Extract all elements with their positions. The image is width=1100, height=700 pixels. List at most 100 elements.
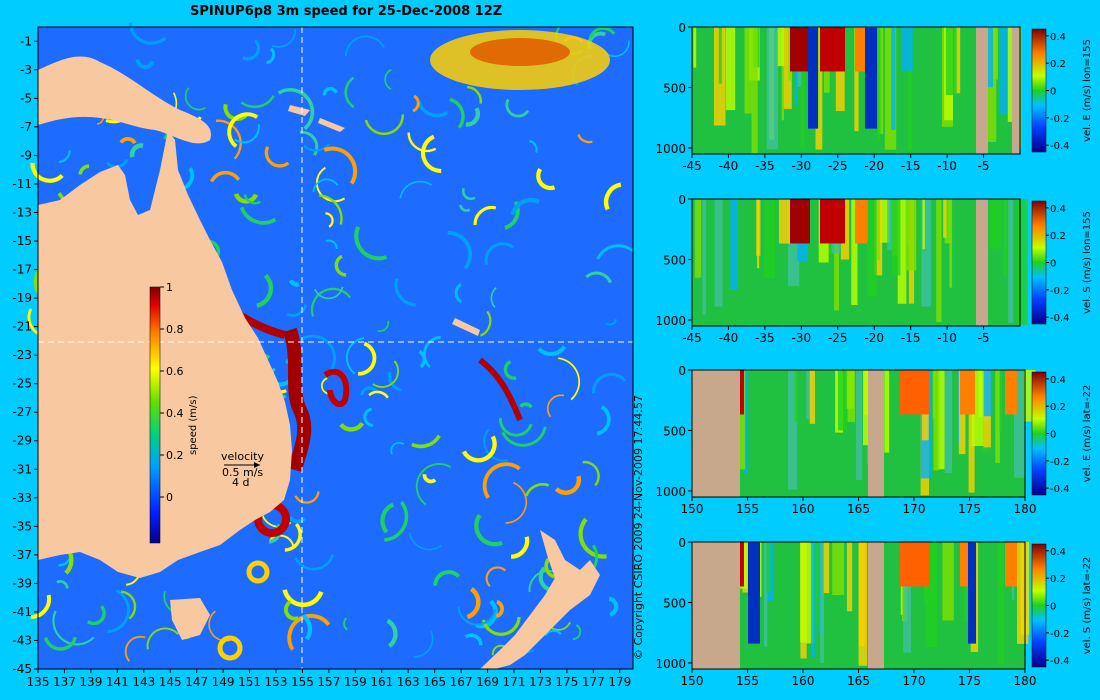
section-strong-flow xyxy=(900,542,930,587)
map-swirl xyxy=(554,475,582,495)
section-strong-flow xyxy=(960,370,975,415)
map-swirl xyxy=(43,636,78,651)
map-lat-tick-label: -41 xyxy=(12,605,32,619)
section-stripe xyxy=(997,542,1005,665)
map-swirl xyxy=(286,304,307,317)
section-stripe xyxy=(891,27,896,130)
map-swirl xyxy=(420,134,442,173)
section-negative-flow xyxy=(808,27,818,129)
map-swirl xyxy=(524,483,550,497)
map-swirl xyxy=(415,463,452,506)
map-swirl xyxy=(505,481,528,524)
section-stripe xyxy=(725,27,736,111)
section-stripe xyxy=(884,370,890,453)
map-lat-tick-label: -27 xyxy=(12,405,32,419)
map-lon-ticks: 135 137 139 141 143 145 147 149 151 153 155 157 159 1… xyxy=(27,669,631,689)
section-x-tick-label: -25 xyxy=(828,159,848,173)
map-lat-tick-label: -1 xyxy=(20,34,32,48)
section-negative-flow xyxy=(968,542,976,644)
map-lat-tick-label: -13 xyxy=(12,205,32,219)
section-stripe xyxy=(907,27,913,151)
section-stripe xyxy=(925,542,938,647)
section-land xyxy=(976,199,988,326)
map-swirl xyxy=(499,417,533,437)
section-strong-flow xyxy=(855,27,867,72)
map-swirl xyxy=(288,515,307,524)
section-stripe xyxy=(806,370,813,419)
map-swirl xyxy=(473,206,497,225)
map-swirl xyxy=(360,386,378,396)
section-stripe xyxy=(876,199,880,260)
section-stripe xyxy=(1016,199,1028,325)
section-y-tick-label: 500 xyxy=(663,424,686,438)
map-land-png xyxy=(38,56,211,144)
section-y-tick-label: 0 xyxy=(678,364,686,378)
section-colorbar xyxy=(1031,200,1047,325)
map-swirl xyxy=(184,87,206,111)
map-eddy-3 xyxy=(217,635,243,661)
section-colorbar-tick-label: -0.2 xyxy=(1050,286,1070,297)
map-swirl xyxy=(364,114,405,136)
section-land xyxy=(976,27,988,154)
map-swirl xyxy=(384,68,392,91)
section-stripe xyxy=(878,27,884,134)
speed-colorbar-tick-label: 0 xyxy=(166,491,173,504)
map-swirl xyxy=(322,86,338,96)
section-stripe xyxy=(743,370,749,473)
map-swirl xyxy=(536,167,556,191)
section-x-tick-label: -30 xyxy=(792,331,812,345)
section-stripe xyxy=(949,199,953,288)
map-swirl xyxy=(372,360,399,388)
section-x-tick-label: -15 xyxy=(901,331,921,345)
section-x-tick-label: -45 xyxy=(682,159,702,173)
section-stripe xyxy=(999,370,1002,434)
map-lon-tick-label: 149 xyxy=(212,675,235,689)
section-x-tick-label: 150 xyxy=(681,502,704,516)
section-panel-2: -45 -40 -35 -30 -25 -20 -15 -10 -5 0 500 1000 0.4 0.2… xyxy=(655,193,1093,345)
map-lat-tick-label: -45 xyxy=(12,662,32,676)
map-swirl xyxy=(256,273,274,308)
map-swirl xyxy=(433,570,461,586)
speed-colorbar-tick-label: 0.8 xyxy=(166,323,184,336)
map-lat-tick-label: -23 xyxy=(12,348,32,362)
section-stripe xyxy=(999,27,1011,115)
section-stripe xyxy=(766,27,778,150)
map-lat-tick-label: -25 xyxy=(12,377,32,391)
section-land xyxy=(692,370,740,497)
map-swirl xyxy=(210,170,241,183)
speed-colorbar: 1 0.8 0.6 0.4 0.2 0 speed (m/s) xyxy=(149,281,199,544)
velocity-key-arrowhead xyxy=(254,462,260,468)
velocity-key-label: velocity xyxy=(221,450,264,463)
map-swirl xyxy=(343,617,348,631)
section-strong-flow xyxy=(900,370,930,415)
map-swirl xyxy=(334,254,347,277)
section-colorbar-tick-label: -0.4 xyxy=(1050,313,1070,324)
map-swirl xyxy=(269,534,295,548)
map-lat-tick-label: -17 xyxy=(12,263,32,277)
map-swirl xyxy=(465,107,480,127)
section-stripe xyxy=(834,199,839,311)
map-swirl xyxy=(422,474,437,484)
map-swirl xyxy=(490,287,497,308)
map-land-new-zealand xyxy=(480,530,600,669)
section-strong-flow xyxy=(790,27,810,72)
section-stripe xyxy=(877,27,881,141)
map-swirl xyxy=(412,94,420,113)
map-swirl xyxy=(135,59,155,69)
map-swirl xyxy=(344,76,355,109)
section-x-tick-label: -30 xyxy=(792,159,812,173)
section-stripe xyxy=(1008,199,1014,323)
map-swirl xyxy=(363,407,374,427)
map-swirl xyxy=(266,47,276,65)
map-lon-tick-label: 155 xyxy=(291,675,314,689)
map-current-fiji xyxy=(478,357,523,422)
map-lat-tick-label: -19 xyxy=(12,291,32,305)
section-x-tick-label: -40 xyxy=(719,159,739,173)
map-swirl xyxy=(459,204,471,212)
section-x-tick-label: 170 xyxy=(903,502,926,516)
map-lon-tick-label: 143 xyxy=(132,675,155,689)
section-colorbar xyxy=(1031,371,1047,496)
map-swirl xyxy=(223,103,249,121)
section-colorbar-label: vel. E (m/s) lon=155 xyxy=(1082,39,1093,142)
map-swirl xyxy=(243,194,261,205)
